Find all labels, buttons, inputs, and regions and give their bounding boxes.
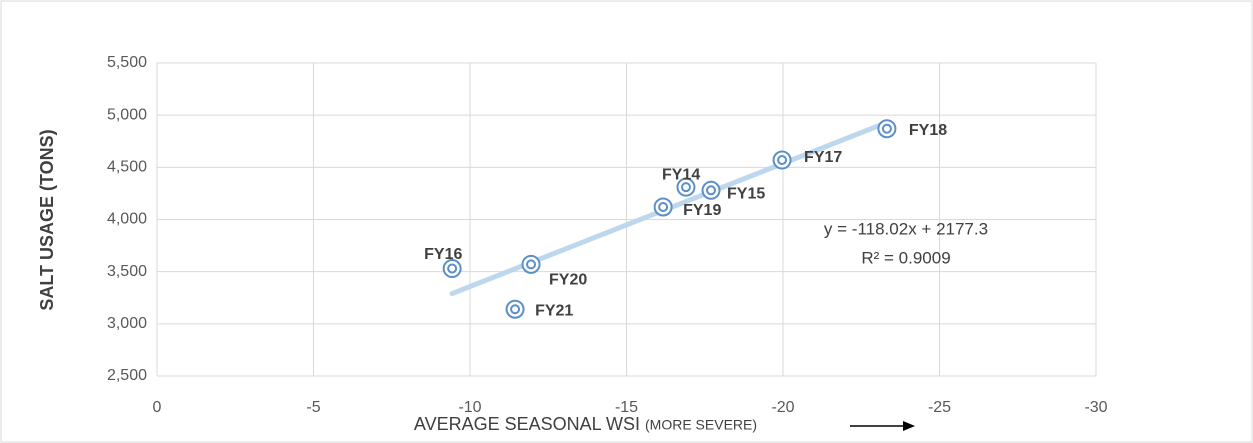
trendline-equation: y = -118.02x + 2177.3	[824, 219, 988, 238]
point-outer	[521, 254, 541, 274]
arrow	[850, 421, 915, 431]
point-inner	[447, 263, 458, 274]
point-inner	[658, 201, 669, 212]
y-tick-label: 4,000	[107, 211, 147, 228]
x-tick-label: -15	[615, 399, 638, 416]
point-label: FY20	[549, 272, 587, 289]
y-tick-label: 4,500	[107, 159, 147, 176]
x-axis-label: AVERAGE SEASONAL WSI	[414, 414, 640, 434]
trendline-r2: R² = 0.9009	[861, 248, 950, 267]
point-inner	[881, 123, 892, 134]
x-axis-label-note: (MORE SEVERE)	[645, 417, 757, 433]
point	[505, 299, 525, 319]
point-outer	[772, 150, 792, 170]
y-tick-label: 5,500	[107, 54, 147, 71]
point-label: FY18	[909, 122, 947, 139]
point-label: FY14	[662, 166, 700, 183]
arrow-head	[903, 421, 915, 431]
point	[521, 254, 541, 274]
y-tick-label: 3,500	[107, 263, 147, 280]
y-axis-label: SALT USAGE (TONS)	[37, 129, 57, 310]
point-outer	[877, 119, 897, 139]
point-outer	[676, 177, 696, 197]
point-outer	[701, 180, 721, 200]
x-tick-label: -10	[458, 399, 481, 416]
point-inner	[526, 259, 537, 270]
point	[676, 177, 696, 197]
point-outer	[442, 259, 462, 279]
point-inner	[680, 182, 691, 193]
point-outer	[505, 299, 525, 319]
y-tick-label: 5,000	[107, 106, 147, 123]
y-tick-label: 2,500	[107, 367, 147, 384]
point-label: FY16	[424, 246, 462, 263]
x-tick-label: -5	[306, 399, 320, 416]
point	[877, 119, 897, 139]
point	[442, 259, 462, 279]
point-label: FY19	[683, 202, 721, 219]
point-label: FY17	[804, 149, 842, 166]
point	[701, 180, 721, 200]
point-label: FY21	[535, 302, 573, 319]
point	[772, 150, 792, 170]
x-tick-label: -20	[771, 399, 794, 416]
point-label: FY15	[727, 186, 765, 203]
y-tick-label: 3,000	[107, 315, 147, 332]
point	[653, 197, 673, 217]
point-inner	[706, 185, 717, 196]
point-inner	[510, 304, 521, 315]
x-tick-label: -30	[1084, 399, 1107, 416]
x-tick-label: -25	[928, 399, 951, 416]
point-outer	[653, 197, 673, 217]
point-inner	[777, 155, 788, 166]
x-tick-label: 0	[153, 399, 162, 416]
